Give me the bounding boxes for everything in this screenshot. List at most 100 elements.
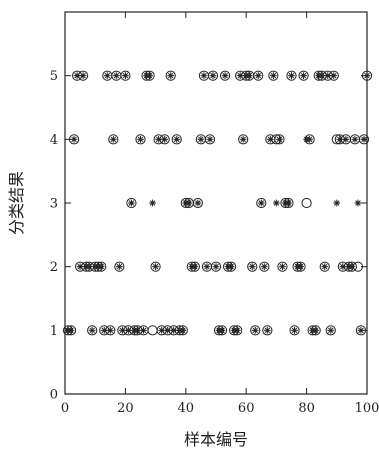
y-tick-label: 0 <box>50 388 58 403</box>
data-point-star <box>137 135 144 143</box>
data-point-star <box>318 72 326 80</box>
data-point-star <box>269 72 277 80</box>
data-point-star <box>179 326 187 334</box>
data-point-star <box>348 263 356 271</box>
data-point-star <box>260 263 268 271</box>
data-point-star <box>257 199 265 207</box>
data-point-star <box>276 135 283 143</box>
data-points <box>62 70 373 336</box>
data-point-star <box>336 135 344 143</box>
data-point-star <box>333 199 341 207</box>
data-point-star <box>197 135 205 143</box>
data-point-circle <box>361 70 373 81</box>
data-point-star <box>173 135 181 143</box>
data-point-star <box>73 72 81 80</box>
data-point-star <box>194 199 202 207</box>
data-point-star <box>239 135 247 143</box>
data-point-star <box>300 72 307 80</box>
data-point-star <box>128 199 135 207</box>
data-point-star <box>354 199 362 207</box>
data-point-star <box>324 72 332 80</box>
data-point-circle <box>259 261 270 272</box>
data-point-star <box>158 326 166 334</box>
data-point-circle <box>219 70 231 81</box>
data-point-circle <box>108 134 119 145</box>
data-point-star <box>170 326 178 334</box>
data-point-star <box>122 72 129 80</box>
x-tick-label: 40 <box>178 401 195 416</box>
data-point-circle <box>298 70 309 81</box>
data-point-star <box>146 72 153 80</box>
data-point-star <box>185 199 193 207</box>
data-point-star <box>218 326 226 334</box>
data-point-star <box>212 263 220 271</box>
data-point-star <box>339 263 347 271</box>
data-point-star <box>233 326 241 334</box>
data-point-star <box>285 199 292 207</box>
data-point-star <box>263 326 271 334</box>
data-point-star <box>164 326 172 334</box>
data-point-circle <box>192 197 203 209</box>
data-point-star <box>100 326 108 334</box>
data-point-star <box>167 72 175 80</box>
x-tick-label: 0 <box>61 401 69 416</box>
data-point-circle <box>114 261 125 272</box>
data-point-circle <box>319 261 330 272</box>
data-point-star <box>152 263 159 271</box>
data-point-circle <box>150 261 161 272</box>
data-point-star <box>112 72 120 80</box>
data-point-circle <box>325 325 336 336</box>
x-axis-label: 样本编号 <box>184 430 248 449</box>
data-point-star <box>203 263 211 271</box>
data-point-circle <box>262 325 273 336</box>
data-point-star <box>118 326 126 334</box>
data-point-circle <box>147 325 158 336</box>
data-point-star <box>221 72 229 80</box>
data-point-circle <box>135 134 146 145</box>
y-tick-label: 3 <box>50 197 58 212</box>
data-point-star <box>291 326 298 334</box>
data-point-star <box>327 326 335 334</box>
data-point-circle <box>355 325 367 336</box>
data-point-star <box>209 72 217 80</box>
data-point-circle <box>286 70 297 81</box>
data-point-circle <box>358 134 370 145</box>
data-point-star <box>155 135 163 143</box>
data-point-circle <box>253 70 264 81</box>
data-point-star <box>351 135 359 143</box>
data-point-star <box>342 135 350 143</box>
y-tick-label: 5 <box>50 69 58 84</box>
data-point-star <box>67 326 75 334</box>
data-point-circle <box>165 70 176 81</box>
y-tick-label: 1 <box>50 324 58 339</box>
data-point-star <box>251 326 259 334</box>
y-tick-label: 2 <box>50 260 58 275</box>
data-point-star <box>97 263 105 271</box>
data-point-circle <box>268 70 279 81</box>
data-point-circle <box>87 325 98 336</box>
data-point-circle <box>210 261 222 272</box>
y-tick-label: 4 <box>50 133 58 148</box>
data-point-star <box>161 135 169 143</box>
data-point-star <box>321 263 329 271</box>
data-point-star <box>273 199 280 207</box>
data-point-star <box>363 72 371 80</box>
data-point-star <box>254 72 262 80</box>
data-point-star <box>134 326 141 334</box>
x-tick-label: 100 <box>355 401 379 416</box>
data-point-star <box>279 263 286 271</box>
data-point-circle <box>204 134 216 145</box>
data-point-star <box>88 326 96 334</box>
data-point-star <box>206 135 214 143</box>
data-point-star <box>76 263 84 271</box>
data-point-star <box>360 135 368 143</box>
data-point-circle <box>301 197 312 209</box>
data-point-star <box>306 135 314 143</box>
data-point-circle <box>289 325 300 336</box>
data-point-star <box>357 326 365 334</box>
plot-frame <box>64 11 368 395</box>
data-point-circle <box>247 261 258 272</box>
data-point-star <box>245 72 253 80</box>
data-point-circle <box>277 261 288 272</box>
